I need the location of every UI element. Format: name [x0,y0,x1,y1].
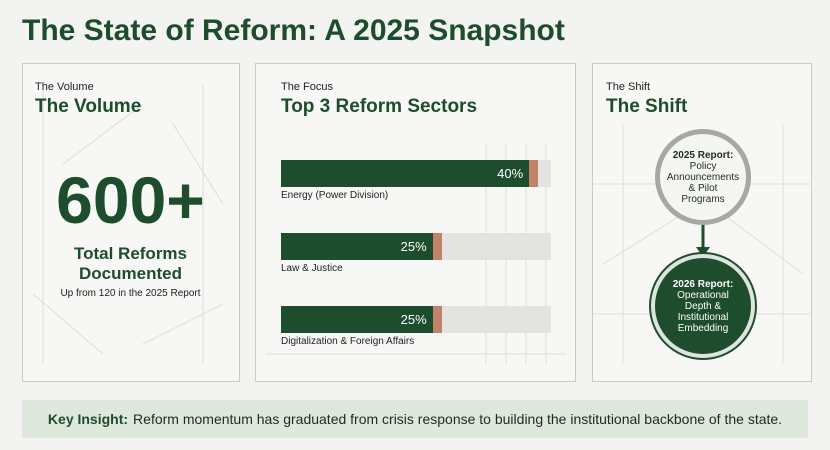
bar-cap [529,160,539,187]
chart-title: Top 3 Reform Sectors [281,96,478,117]
category-label: Law & Justice [281,263,343,274]
insight-lead: Key Insight: [47,411,129,427]
page-title: The State of Reform: A 2025 Snapshot [22,14,565,47]
bar-cap [432,233,442,260]
insight-text: Reform momentum has graduated from crisi… [133,411,783,427]
figure-note: Up from 120 in the 2025 Report [60,288,201,299]
shift-panel: The Shift The Shift 2025 Report: Policy … [592,63,812,382]
value-label: 25% [400,312,427,327]
focus-panel: The Focus Top 3 Reform Sectors 40% Energy… [255,63,576,382]
category-label: Digitalization & Foreign Affairs [281,336,415,347]
volume-panel: The Volume The Volume 600+ Total Reforms… [22,63,240,382]
panel-label: The Volume [35,81,94,93]
bar [281,233,433,260]
insight-bar: Key Insight: Reform momentum has graduat… [22,400,808,438]
circle-text: Operational Depth & Institutional Embedd… [677,289,729,334]
category-label: Energy (Power Division) [281,190,389,201]
value-label: 25% [400,239,427,254]
circle-title: 2026 Report: [672,278,734,290]
bar [281,306,433,333]
figure-caption: Total Reforms Documented [73,244,188,283]
bar-cap [432,306,442,333]
panel-label: The Focus [281,81,333,93]
panel-heading: The Volume [35,96,142,117]
to-circle: 2026 Report: Operational Depth & Institu… [651,254,755,358]
big-figure: 600+ [56,163,205,237]
circle-title: 2025 Report: [672,149,734,161]
bar [281,160,530,187]
panel-heading: The Shift [606,96,688,117]
panel-label: The Shift [606,81,651,93]
circle-text: Policy Announcements & Pilot Programs [666,160,740,205]
from-circle: 2025 Report: Policy Announcements & Pilo… [655,129,751,225]
value-label: 40% [497,166,524,181]
decoration [32,84,224,364]
